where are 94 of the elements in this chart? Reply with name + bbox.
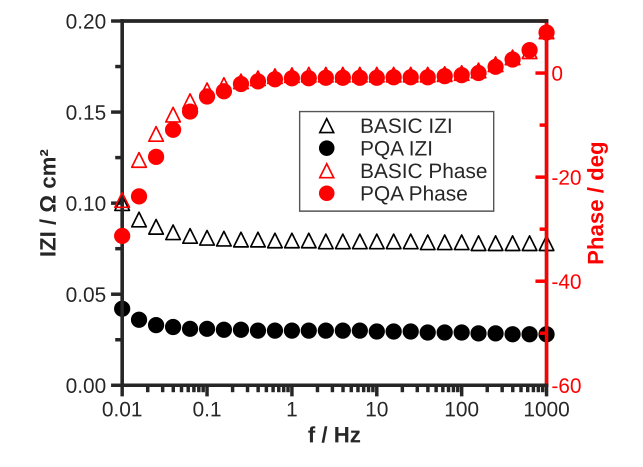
x-axis-title: f / Hz	[308, 426, 360, 443]
legend-label: BASIC Phase	[362, 162, 487, 178]
point	[368, 66, 385, 83]
point	[182, 228, 198, 244]
point	[352, 66, 368, 83]
point	[182, 320, 198, 337]
point	[284, 322, 300, 339]
point	[130, 152, 148, 168]
point	[148, 218, 164, 235]
point	[420, 234, 436, 250]
y2-tick-label: -60	[552, 378, 581, 394]
point	[470, 325, 487, 342]
y-tick-label: 0.15	[66, 105, 106, 120]
x-tick-label: 1000	[524, 402, 569, 417]
point	[487, 325, 504, 342]
y-tick-label: 0.00	[66, 378, 106, 394]
point	[521, 235, 538, 252]
point	[250, 70, 266, 86]
point	[266, 232, 284, 249]
point	[334, 66, 351, 83]
point	[368, 323, 385, 340]
point	[386, 233, 402, 250]
y2-tick-label: -40	[552, 274, 581, 289]
y2-axis-title: Phase / deg	[587, 142, 608, 264]
point	[114, 192, 130, 208]
point	[284, 232, 300, 249]
point	[436, 234, 453, 250]
point	[352, 322, 368, 339]
y-tick-label: 0.20	[66, 14, 106, 29]
point	[232, 231, 250, 248]
point	[130, 211, 148, 228]
point	[300, 232, 317, 249]
point	[182, 93, 198, 110]
point	[250, 231, 266, 248]
point	[402, 66, 419, 83]
point	[148, 148, 164, 165]
point	[266, 68, 284, 84]
point	[164, 122, 182, 138]
x-tick-label: 10	[366, 402, 388, 417]
point	[198, 82, 216, 98]
point	[487, 235, 504, 252]
point	[198, 230, 216, 246]
point	[300, 322, 317, 339]
x-tick-label: 0.1	[193, 402, 221, 417]
point	[130, 312, 148, 328]
point	[420, 66, 436, 83]
point	[334, 233, 351, 250]
point	[470, 235, 487, 252]
y2-tick-label: 0	[552, 66, 562, 81]
point	[521, 326, 538, 342]
x-tick-label: 1	[288, 402, 297, 416]
point	[148, 317, 164, 334]
point	[386, 323, 402, 340]
x-tick-label: 100	[446, 402, 478, 417]
point	[318, 233, 334, 250]
point	[436, 324, 453, 341]
point	[216, 230, 232, 247]
point	[454, 324, 470, 341]
point	[164, 106, 182, 123]
point	[130, 188, 148, 204]
point	[164, 318, 182, 336]
point	[232, 73, 250, 90]
point	[402, 233, 419, 250]
point	[164, 224, 182, 240]
x-tick-label: 0.01	[102, 402, 142, 417]
point	[114, 228, 130, 244]
point	[334, 322, 351, 339]
legend-label: PQA IZI	[362, 140, 432, 160]
point	[318, 66, 334, 83]
point	[368, 233, 385, 250]
point	[266, 322, 284, 339]
point	[504, 235, 521, 252]
point	[504, 326, 521, 342]
point	[284, 67, 300, 84]
y-tick-label: 0.05	[66, 287, 106, 302]
point	[538, 235, 555, 252]
point	[148, 126, 164, 142]
point	[318, 322, 334, 339]
point	[300, 66, 317, 83]
point	[352, 233, 368, 250]
point	[386, 66, 402, 83]
y2-tick-label: -20	[552, 170, 581, 185]
point	[402, 323, 419, 340]
y-axis-title: IZI / Ω cm²	[39, 150, 56, 256]
legend-label: PQA Phase	[362, 185, 467, 204]
point	[250, 322, 266, 339]
point	[216, 76, 232, 94]
point	[232, 322, 250, 338]
legend-label: BASIC IZI	[362, 118, 451, 134]
y-tick-label: 0.10	[66, 196, 106, 211]
point	[454, 234, 470, 250]
point	[198, 320, 216, 337]
point	[420, 324, 436, 341]
point	[216, 322, 232, 338]
